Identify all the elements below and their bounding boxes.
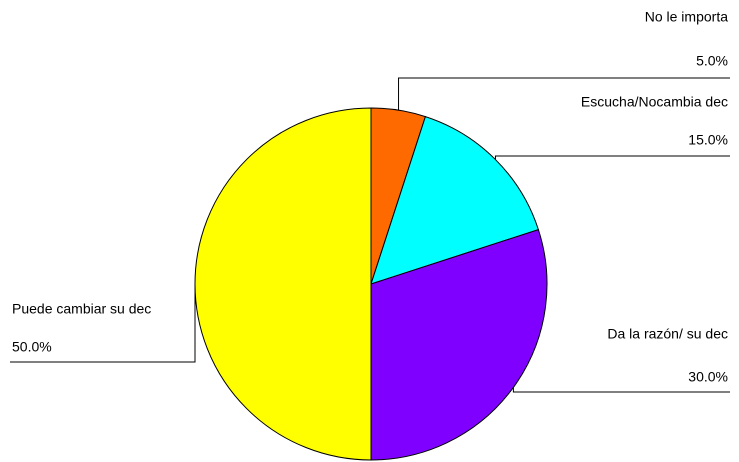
leader-line — [494, 155, 730, 160]
slice-label: Puede cambiar su dec — [12, 301, 151, 317]
pie-slice — [194, 107, 372, 461]
leader-line — [10, 284, 196, 363]
leader-line — [398, 77, 730, 111]
slice-label: Escucha/Nocambia dec — [581, 94, 728, 110]
value-label: 30.0% — [688, 369, 728, 385]
slice-label: No le importa — [645, 9, 728, 25]
leader-line — [512, 387, 730, 393]
value-label: 15.0% — [688, 132, 728, 148]
slice-label: Da la razón/ su dec — [607, 326, 728, 342]
value-label: 5.0% — [696, 53, 728, 69]
pie-slice — [370, 228, 548, 461]
value-label: 50.0% — [12, 339, 52, 355]
